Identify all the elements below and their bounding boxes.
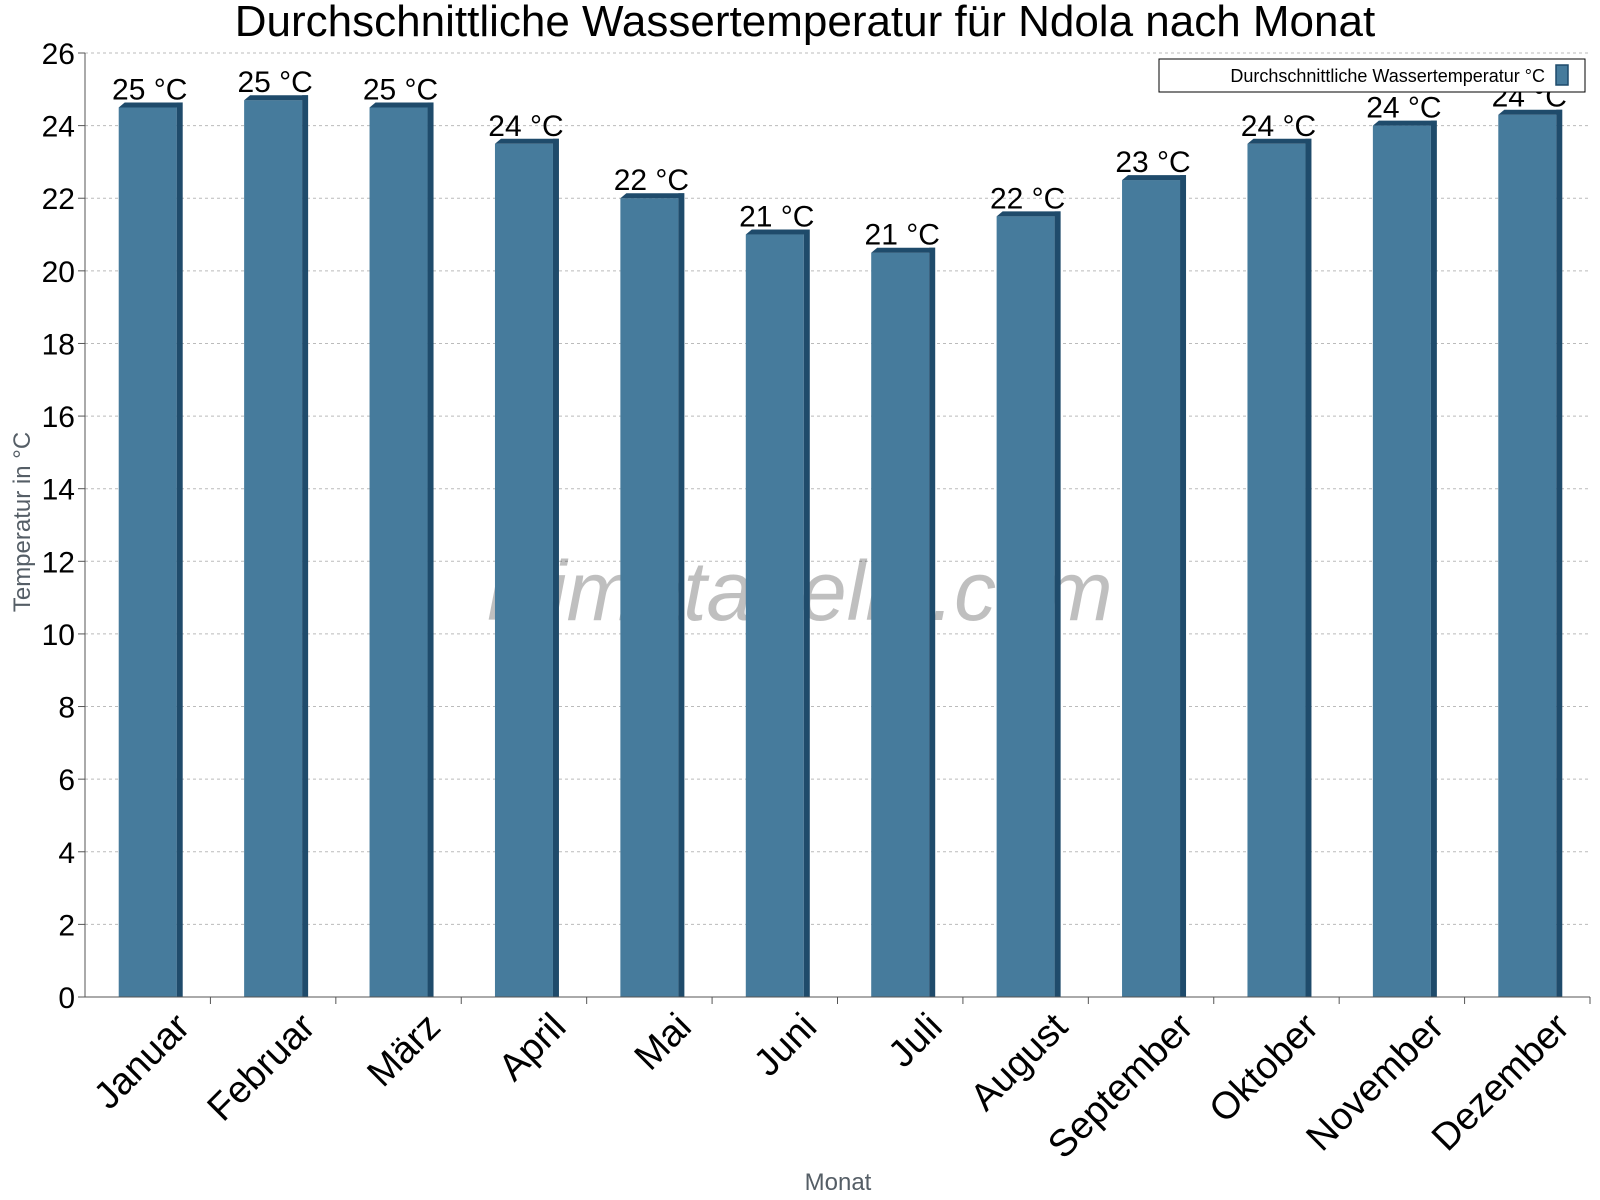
bar-face [118,107,177,997]
bar-cap [620,193,685,199]
y-tick-label: 6 [58,764,75,797]
bar-side [1556,109,1563,997]
y-axis-label: Temperatur in °C [9,432,36,612]
bar-cap [1498,109,1563,115]
y-tick-label: 22 [42,183,75,216]
bar-cap [494,138,559,144]
bar [1122,175,1187,998]
x-axis-label: Monat [805,1169,872,1196]
chart-title: Durchschnittliche Wassertemperatur für N… [235,0,1375,46]
bar-face [494,143,553,997]
y-tick-label: 10 [42,619,75,652]
bar-face [1122,180,1181,998]
bar [494,138,559,997]
bar [369,102,434,997]
bar-side [1180,175,1187,998]
y-tick-label: 14 [42,474,75,507]
data-label: 25 °C [237,66,312,99]
bar [996,211,1061,997]
bar-cap [1372,120,1437,126]
y-tick-label: 2 [58,909,75,942]
bar-face [745,234,804,998]
x-tick-label: Juli [881,1006,951,1076]
x-tick-label: August [963,1005,1077,1119]
x-tick-label: Februar [200,1005,324,1129]
bar [244,95,309,997]
data-label: 25 °C [363,73,438,106]
data-label: 25 °C [112,73,187,106]
data-label: 21 °C [865,219,940,252]
bar [745,229,810,998]
data-label: 24 °C [1366,92,1441,125]
gridlines [85,52,1590,925]
bar-face [1372,125,1431,998]
data-label: 24 °C [1241,110,1316,143]
bar-cap [244,95,309,101]
bar [620,193,685,997]
y-tick-label: 12 [42,546,75,579]
y-tick-label: 8 [58,692,75,725]
y-tick-label: 24 [42,111,75,144]
bar-side [427,102,434,997]
bar-side [1430,120,1437,998]
bar-cap [745,229,810,235]
bar [1498,109,1563,997]
y-tick-label: 16 [42,401,75,434]
data-label: 24 °C [488,110,563,143]
data-label: 21 °C [739,201,814,234]
bar-side [1054,211,1061,997]
bar-face [1247,143,1306,997]
data-label: 23 °C [1115,146,1190,179]
bar-face [369,107,428,997]
x-tick-label: April [491,1006,574,1089]
legend-box [1158,58,1586,93]
y-tick-label: 0 [58,982,75,1015]
legend-swatch [1555,64,1569,86]
bar-face [996,216,1055,997]
x-tick-label: Juni [746,1006,825,1085]
bar-cap [1247,138,1312,144]
data-label: 22 °C [990,182,1065,215]
bar-side [803,229,810,998]
y-tick-label: 18 [42,328,75,361]
bar-cap [996,211,1061,217]
legend-label: Durchschnittliche Wassertemperatur °C [1230,66,1545,86]
bar [1247,138,1312,997]
bar-side [678,193,685,997]
data-labels: 25 °C 25 °C 25 °C 24 °C 22 °C 21 °C 21 °C 22 °C… [112,66,1567,251]
bar-face [871,252,930,997]
bar-cap [871,247,936,253]
bar-cap [118,102,183,108]
bars [118,95,1563,998]
bar-face [1498,114,1557,997]
bar-side [176,102,183,997]
bar-cap [369,102,434,108]
x-tick-label: Oktober [1202,1005,1328,1131]
x-tick-label: Dezember [1424,1005,1578,1159]
x-tick-label: Januar [86,1005,198,1117]
bar [1372,120,1437,998]
y-tick-label: 4 [58,837,75,870]
x-tick-label: März [359,1006,448,1095]
x-tick-label: Mai [627,1006,700,1079]
bar-face [620,198,679,997]
bar-face [244,100,303,997]
y-tick-label: 20 [42,256,75,289]
bar-side [552,138,559,997]
bar-side [929,247,936,997]
bar [118,102,183,997]
bar-cap [1122,175,1187,181]
bar-side [302,95,309,997]
legend: Durchschnittliche Wassertemperatur °C [1158,58,1586,93]
y-tick-label: 26 [42,38,75,71]
bar-side [1305,138,1312,997]
bar [871,247,936,997]
data-label: 22 °C [614,164,689,197]
